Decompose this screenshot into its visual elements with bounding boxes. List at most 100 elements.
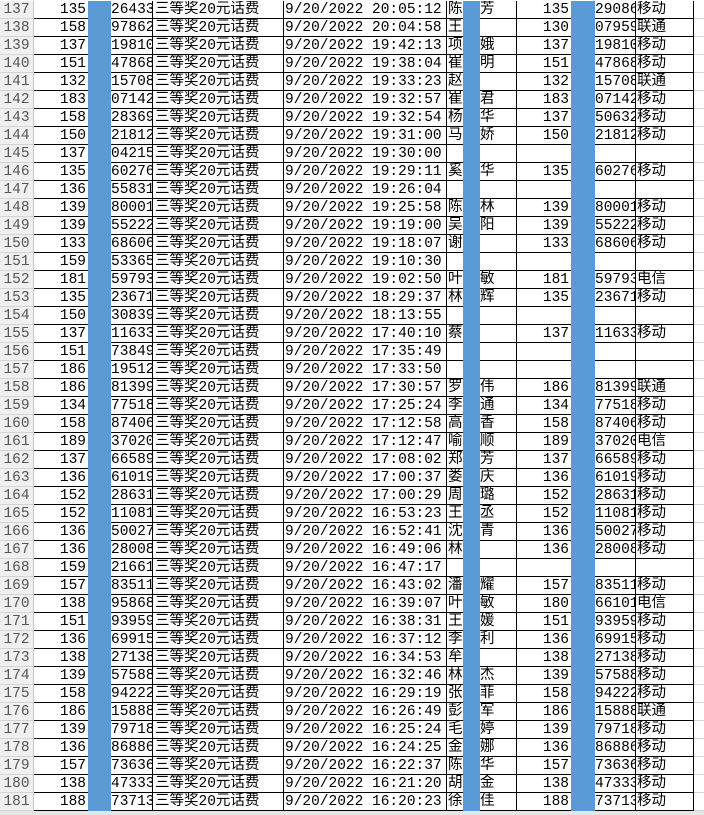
cell-surname[interactable]: 奚 <box>447 164 464 181</box>
cell-prize[interactable]: 三等奖20元话费 <box>153 685 284 703</box>
cell-phone-suffix[interactable]: 86886 <box>595 739 636 757</box>
cell-phone-prefix[interactable]: 157 <box>517 757 571 775</box>
cell-phone-suffix[interactable]: 61019 <box>595 469 636 487</box>
cell-given-name[interactable]: 璐 <box>480 487 517 505</box>
cell-carrier[interactable]: 移动 <box>636 289 694 307</box>
cell-prize[interactable]: 三等奖20元话费 <box>153 271 284 289</box>
cell-suffix[interactable]: 83511 <box>111 577 153 595</box>
cell-phone-suffix[interactable]: 66589 <box>595 451 636 469</box>
cell-prize[interactable]: 三等奖20元话费 <box>153 37 284 55</box>
cell-given-name[interactable]: 华 <box>480 757 517 775</box>
cell-carrier[interactable]: 移动 <box>636 163 694 181</box>
row-header[interactable]: 165 <box>0 505 34 523</box>
cell-given-name[interactable]: 娥 <box>480 37 517 55</box>
row-header[interactable]: 155 <box>0 325 34 343</box>
cell-carrier[interactable]: 移动 <box>636 721 694 739</box>
cell-phone-prefix[interactable] <box>517 559 571 577</box>
row-header[interactable]: 157 <box>0 361 34 379</box>
cell-given-name[interactable] <box>480 559 517 577</box>
row-header[interactable]: 177 <box>0 721 34 739</box>
row-header[interactable]: 171 <box>0 613 34 631</box>
cell-phone-suffix[interactable]: 60276 <box>595 163 636 181</box>
row-header[interactable]: 158 <box>0 379 34 397</box>
cell-phone-suffix[interactable]: 87406 <box>595 415 636 433</box>
cell-suffix[interactable]: 11081 <box>111 505 153 523</box>
cell-phone-suffix[interactable]: 79718 <box>595 721 636 739</box>
cell-prefix[interactable]: 133 <box>34 235 88 253</box>
cell-phone-prefix[interactable]: 186 <box>517 379 571 397</box>
cell-datetime[interactable]: 9/20/2022 16:25:24 <box>283 721 447 739</box>
cell-prefix[interactable]: 139 <box>34 721 88 739</box>
cell-given-name[interactable]: 菲 <box>480 685 517 703</box>
cell-phone-prefix[interactable]: 133 <box>517 235 571 253</box>
cell-phone-prefix[interactable]: 139 <box>517 667 571 685</box>
cell-carrier[interactable]: 移动 <box>636 487 694 505</box>
cell-carrier[interactable]: 移动 <box>636 667 694 685</box>
cell-given-name[interactable]: 芳 <box>480 451 517 469</box>
cell-suffix[interactable]: 07142 <box>111 91 153 109</box>
cell-datetime[interactable]: 9/20/2022 16:52:41 <box>283 523 447 541</box>
cell-carrier[interactable]: 移动 <box>636 523 694 541</box>
cell-given-name[interactable]: 敏 <box>480 271 517 289</box>
cell-prefix[interactable]: 151 <box>34 613 88 631</box>
cell-datetime[interactable]: 9/20/2022 20:05:12 <box>283 1 447 19</box>
cell-given-name[interactable] <box>480 253 517 271</box>
cell-carrier[interactable]: 移动 <box>636 631 694 649</box>
cell-suffix[interactable]: 73849 <box>111 343 153 361</box>
cell-prefix[interactable]: 132 <box>34 73 88 91</box>
cell-datetime[interactable]: 9/20/2022 17:35:49 <box>283 343 447 361</box>
cell-carrier[interactable]: 移动 <box>636 397 694 415</box>
cell-prefix[interactable]: 151 <box>34 55 88 73</box>
row-header[interactable]: 167 <box>0 541 34 559</box>
row-header[interactable]: 179 <box>0 757 34 775</box>
cell-surname[interactable]: 喻 <box>447 434 464 451</box>
cell-surname[interactable]: 项 <box>447 38 464 55</box>
row-header[interactable]: 160 <box>0 415 34 433</box>
cell-phone-prefix[interactable] <box>517 253 571 271</box>
cell-prefix[interactable]: 186 <box>34 379 88 397</box>
cell-suffix[interactable]: 55831 <box>111 181 153 199</box>
cell-given-name[interactable]: 辉 <box>480 289 517 307</box>
cell-surname[interactable]: 叶 <box>447 596 464 613</box>
cell-prefix[interactable]: 134 <box>34 397 88 415</box>
row-header[interactable]: 166 <box>0 523 34 541</box>
cell-carrier[interactable]: 移动 <box>636 613 694 631</box>
row-header[interactable]: 140 <box>0 55 34 73</box>
cell-surname[interactable]: 牟 <box>447 650 464 667</box>
row-header[interactable]: 145 <box>0 145 34 163</box>
cell-given-name[interactable]: 丞 <box>480 505 517 523</box>
cell-prefix[interactable]: 181 <box>34 271 88 289</box>
cell-phone-prefix[interactable] <box>517 361 571 379</box>
cell-phone-suffix[interactable]: 81399 <box>595 379 636 397</box>
cell-prize[interactable]: 三等奖20元话费 <box>153 361 284 379</box>
cell-datetime[interactable]: 9/20/2022 16:47:17 <box>283 559 447 577</box>
cell-prefix[interactable]: 188 <box>34 793 88 811</box>
cell-phone-suffix[interactable] <box>595 181 636 199</box>
cell-prize[interactable]: 三等奖20元话费 <box>153 703 284 721</box>
cell-prefix[interactable]: 136 <box>34 181 88 199</box>
cell-surname[interactable]: 周 <box>447 488 464 505</box>
cell-datetime[interactable]: 9/20/2022 16:39:07 <box>283 595 447 613</box>
cell-given-name[interactable]: 娜 <box>480 739 517 757</box>
cell-phone-suffix[interactable]: 23671 <box>595 289 636 307</box>
cell-phone-prefix[interactable]: 136 <box>517 739 571 757</box>
cell-prefix[interactable]: 159 <box>34 559 88 577</box>
cell-phone-suffix[interactable]: 28008 <box>595 541 636 559</box>
cell-suffix[interactable]: 28008 <box>111 541 153 559</box>
cell-datetime[interactable]: 9/20/2022 17:00:37 <box>283 469 447 487</box>
cell-prefix[interactable]: 137 <box>34 145 88 163</box>
cell-carrier[interactable] <box>636 145 694 163</box>
cell-prize[interactable]: 三等奖20元话费 <box>153 649 284 667</box>
cell-prefix[interactable]: 137 <box>34 451 88 469</box>
cell-datetime[interactable]: 9/20/2022 18:29:37 <box>283 289 447 307</box>
cell-given-name[interactable]: 媛 <box>480 613 517 631</box>
cell-carrier[interactable]: 移动 <box>636 541 694 559</box>
cell-prize[interactable]: 三等奖20元话费 <box>153 253 284 271</box>
cell-suffix[interactable]: 27138 <box>111 649 153 667</box>
cell-prize[interactable]: 三等奖20元话费 <box>153 19 284 37</box>
row-header[interactable]: 162 <box>0 451 34 469</box>
cell-prize[interactable]: 三等奖20元话费 <box>153 757 284 775</box>
cell-prefix[interactable]: 136 <box>34 523 88 541</box>
cell-suffix[interactable]: 55222 <box>111 217 153 235</box>
cell-phone-suffix[interactable]: 94222 <box>595 685 636 703</box>
